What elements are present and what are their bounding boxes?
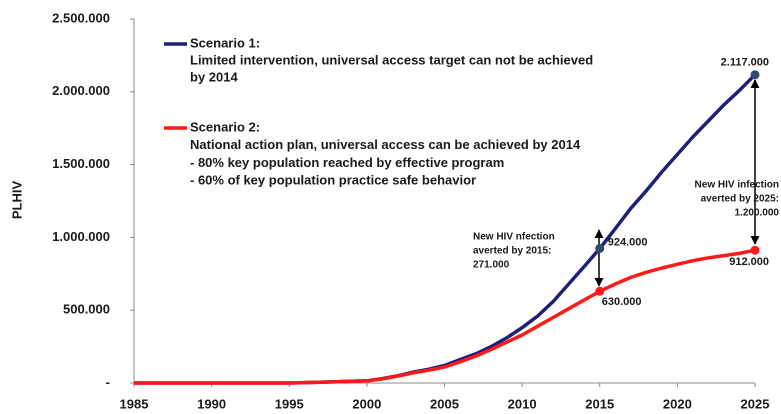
data-point	[750, 245, 760, 255]
data-label: 2.117.000	[721, 57, 769, 69]
y-tick-label: 500.000	[63, 302, 110, 317]
x-tick-label: 2005	[430, 396, 459, 411]
y-tick-label: 2.000.000	[52, 83, 110, 98]
legend-description: National action plan, universal access c…	[190, 137, 581, 152]
series-line	[134, 248, 756, 385]
y-tick-label: 1.500.000	[52, 156, 110, 171]
y-tick-label: 1.000.000	[52, 229, 110, 244]
x-tick-label: 2025	[741, 396, 770, 411]
legend-description: Limited intervention, universal access t…	[190, 52, 593, 67]
legend-description: - 80% key population reached by effectiv…	[190, 155, 504, 170]
annotation: New HIV nfection	[473, 232, 555, 243]
annotation: averted by 2025:	[701, 194, 779, 205]
data-point	[595, 286, 605, 296]
x-tick-label: 2015	[585, 396, 614, 411]
data-label: 912.000	[729, 256, 769, 268]
x-tick-label: 1990	[197, 396, 226, 411]
legend-label: Scenario 1:	[190, 35, 260, 50]
legend-label: Scenario 2:	[190, 119, 260, 134]
y-tick-label: -	[106, 374, 110, 389]
data-point	[595, 243, 605, 253]
x-tick-label: 2000	[352, 396, 381, 411]
legend-description: - 60% of key population practice safe be…	[190, 173, 476, 188]
annotation: New HIV infection	[695, 180, 779, 191]
annotation: averted by 2015:	[473, 246, 551, 257]
legend-description: by 2014	[190, 69, 238, 84]
data-label: 924.000	[608, 236, 648, 248]
x-tick-label: 2020	[663, 396, 692, 411]
x-tick-label: 1985	[120, 396, 149, 411]
y-axis-label: PLHIV	[9, 181, 24, 220]
annotation: 271.000	[473, 260, 510, 271]
y-tick-label: 2.500.000	[52, 10, 110, 25]
data-label: 630.000	[602, 296, 642, 308]
data-point	[750, 70, 760, 80]
annotation: 1.200.000	[735, 208, 780, 219]
x-tick-label: 2010	[508, 396, 537, 411]
x-tick-label: 1995	[275, 396, 304, 411]
